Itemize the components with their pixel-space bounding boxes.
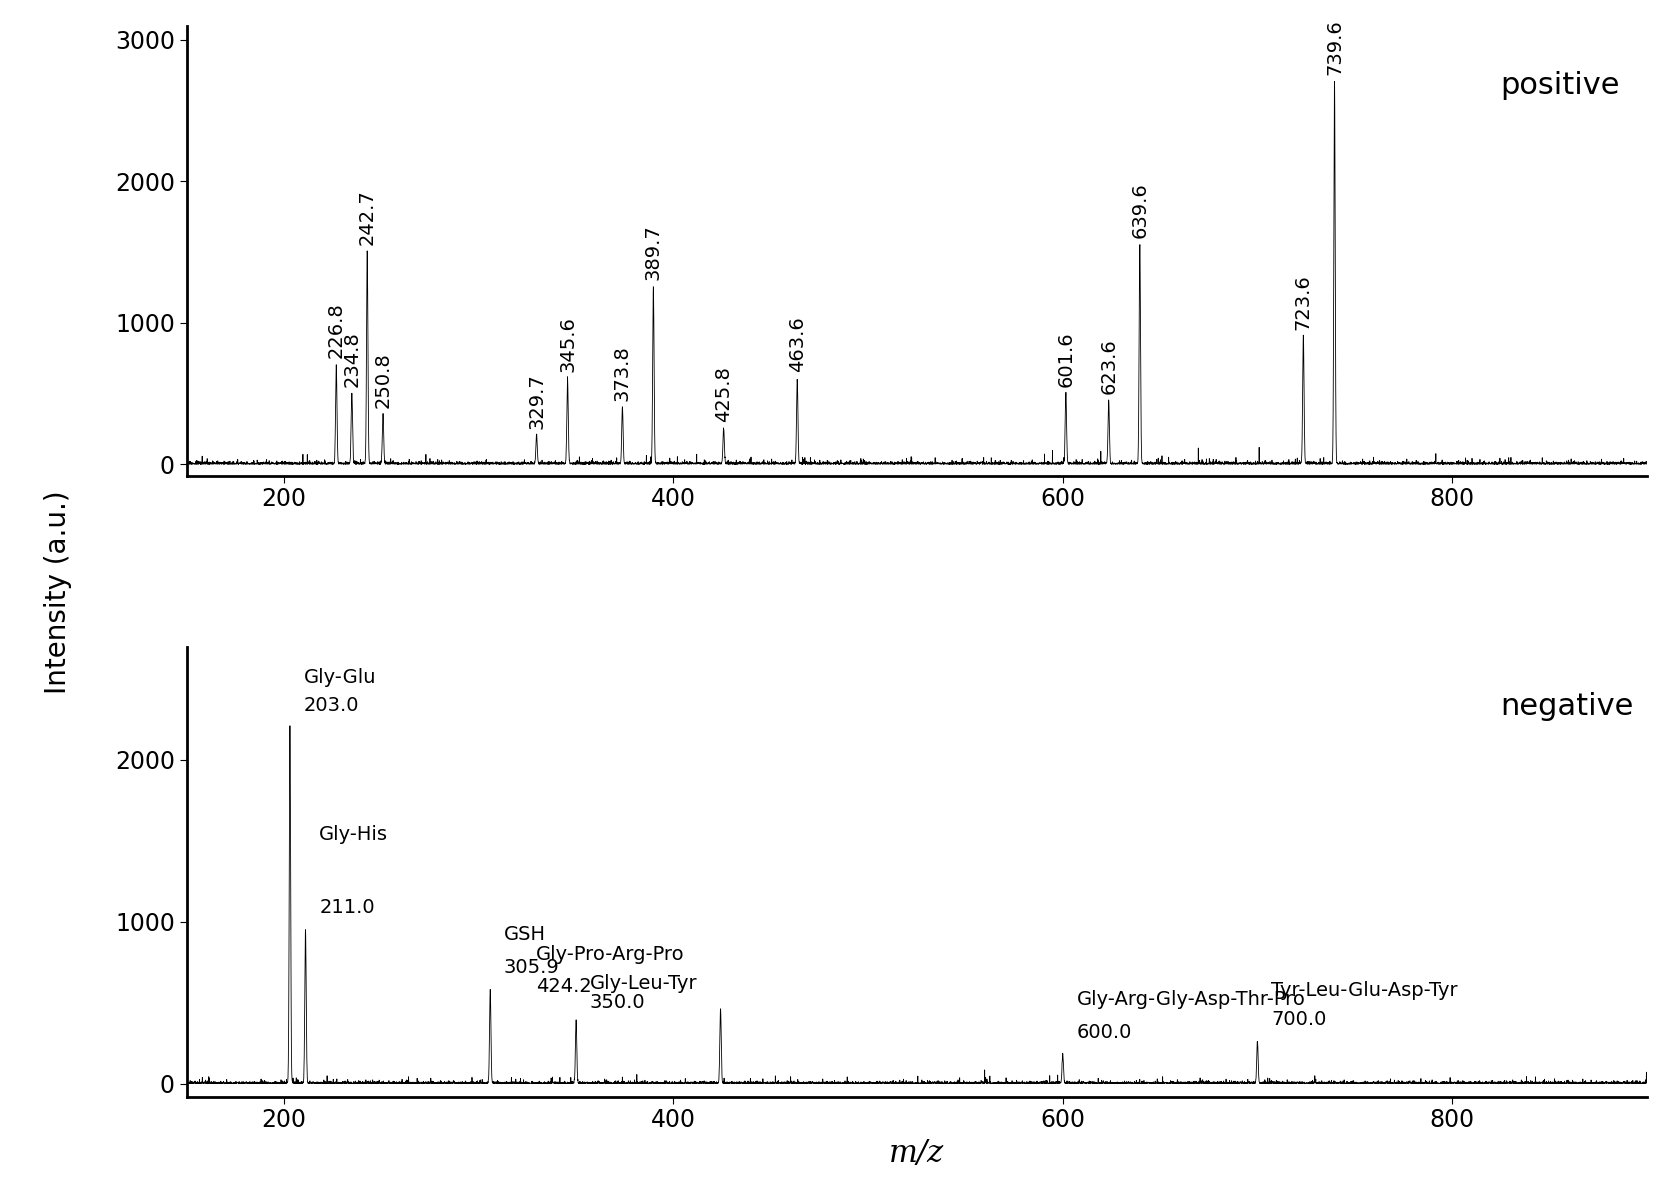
Text: Intensity (a.u.): Intensity (a.u.) bbox=[45, 490, 72, 694]
Text: 345.6: 345.6 bbox=[558, 316, 576, 373]
Text: 601.6: 601.6 bbox=[1056, 332, 1075, 386]
Text: positive: positive bbox=[1501, 71, 1621, 99]
Text: Gly-Arg-Gly-Asp-Thr-Pro: Gly-Arg-Gly-Asp-Thr-Pro bbox=[1076, 990, 1304, 1009]
Text: Gly-His: Gly-His bbox=[320, 825, 388, 844]
Text: Gly-Glu: Gly-Glu bbox=[303, 668, 377, 687]
Text: 305.9: 305.9 bbox=[503, 958, 560, 977]
Text: 424.2: 424.2 bbox=[535, 977, 591, 996]
Text: Gly-Leu-Tyr: Gly-Leu-Tyr bbox=[590, 974, 698, 993]
Text: 639.6: 639.6 bbox=[1130, 182, 1150, 238]
Text: 242.7: 242.7 bbox=[358, 189, 377, 245]
Text: 623.6: 623.6 bbox=[1100, 337, 1118, 393]
Text: 250.8: 250.8 bbox=[373, 352, 393, 407]
Text: 425.8: 425.8 bbox=[715, 366, 733, 422]
Text: 463.6: 463.6 bbox=[788, 316, 806, 373]
Text: Gly-Pro-Arg-Pro: Gly-Pro-Arg-Pro bbox=[535, 945, 685, 964]
Text: 373.8: 373.8 bbox=[613, 345, 631, 400]
Text: 329.7: 329.7 bbox=[526, 373, 546, 429]
Text: 234.8: 234.8 bbox=[342, 330, 362, 386]
Text: negative: negative bbox=[1501, 691, 1634, 721]
Text: 211.0: 211.0 bbox=[320, 897, 375, 916]
Text: 739.6: 739.6 bbox=[1324, 19, 1344, 76]
Text: GSH: GSH bbox=[503, 926, 546, 945]
Text: 389.7: 389.7 bbox=[643, 225, 663, 281]
Text: Tyr-Leu-Glu-Asp-Tyr: Tyr-Leu-Glu-Asp-Tyr bbox=[1271, 980, 1458, 999]
Text: 226.8: 226.8 bbox=[327, 303, 347, 359]
Text: 600.0: 600.0 bbox=[1076, 1023, 1131, 1042]
Text: 700.0: 700.0 bbox=[1271, 1010, 1326, 1029]
Text: 723.6: 723.6 bbox=[1294, 275, 1313, 330]
Text: 350.0: 350.0 bbox=[590, 993, 645, 1012]
Text: 203.0: 203.0 bbox=[303, 695, 360, 715]
X-axis label: m/z: m/z bbox=[890, 1138, 945, 1169]
